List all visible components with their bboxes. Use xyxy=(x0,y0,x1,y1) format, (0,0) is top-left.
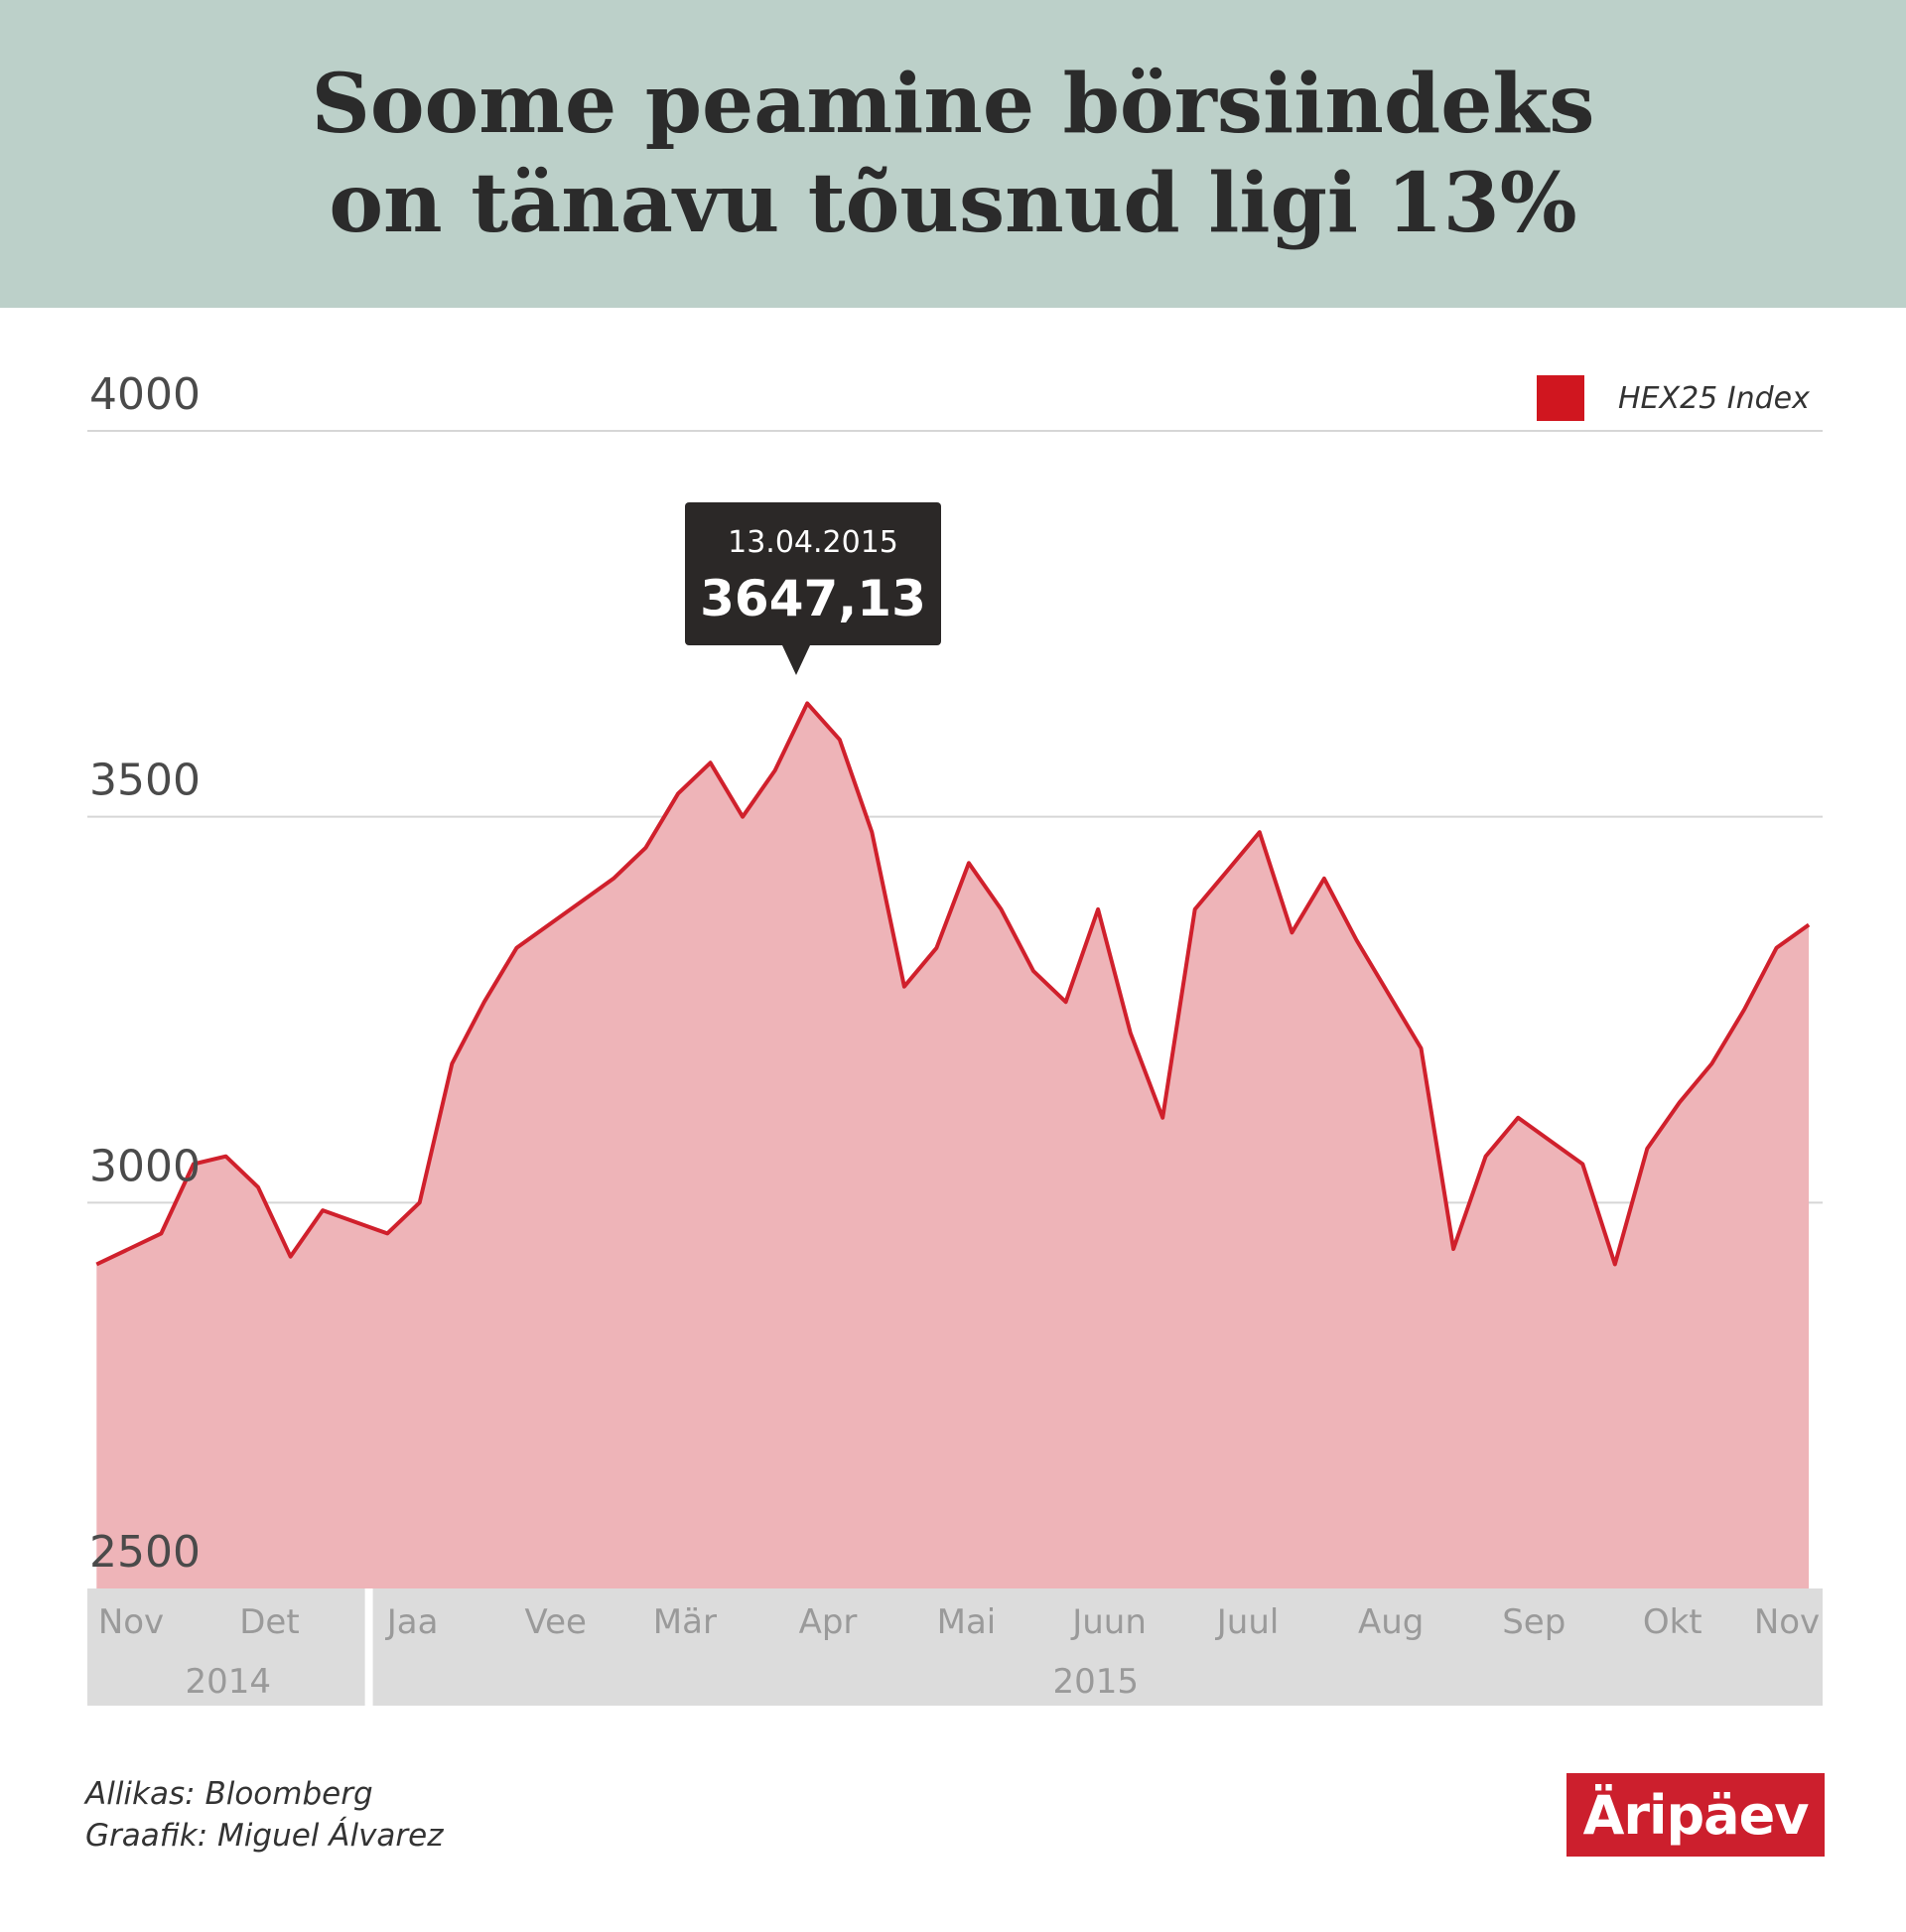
graphic-credit: Graafik: Miguel Álvarez xyxy=(85,1818,444,1854)
x-tick-label: Aug xyxy=(1358,1602,1424,1642)
title-banner: Soome peamine börsiindeks on tänavu tõus… xyxy=(0,0,1906,308)
x-axis: Nov Det Jaa Vee Mär Apr Mai Juun Juul Aug Sep Okt No… xyxy=(87,1588,1824,1706)
brand-logo: Äripäev xyxy=(1566,1773,1825,1857)
x-tick-label: Sep xyxy=(1502,1602,1566,1642)
x-tick-label: Nov xyxy=(98,1602,164,1642)
tooltip: 13.04.2015 3647,13 xyxy=(685,502,941,675)
legend-label: HEX25 Index xyxy=(1618,381,1810,416)
tooltip-box xyxy=(685,502,941,645)
x-tick-label: Vee xyxy=(524,1602,586,1642)
legend: HEX25 Index xyxy=(1537,375,1810,421)
y-tick-label: 3500 xyxy=(89,756,201,806)
chart-area: 4000 3500 3000 2500 Nov Det Jaa Vee Mär Apr Mai Ju… xyxy=(87,369,1824,1706)
chart-title-line-2: on tänavu tõusnud ligi 13% xyxy=(329,156,1577,251)
chart-title-line-1: Soome peamine börsiindeks xyxy=(311,57,1595,152)
source-credit: Allikas: Bloomberg xyxy=(85,1776,373,1812)
year-band-2015 xyxy=(372,1588,1824,1706)
x-tick-label: Det xyxy=(239,1602,299,1642)
x-tick-label: Mai xyxy=(937,1602,997,1642)
x-year-label: 2014 xyxy=(186,1662,272,1702)
x-tick-label: Mär xyxy=(653,1602,717,1642)
legend-swatch xyxy=(1537,375,1584,421)
y-tick-label: 4000 xyxy=(89,369,201,420)
x-tick-label: Jaa xyxy=(385,1602,439,1642)
y-tick-label: 3000 xyxy=(89,1141,201,1191)
x-tick-label: Nov xyxy=(1754,1602,1820,1642)
series-line xyxy=(95,701,1811,1267)
area-fill xyxy=(96,703,1810,1588)
y-tick-label: 2500 xyxy=(89,1527,201,1578)
y-axis-labels: 4000 3500 3000 2500 xyxy=(89,369,201,1578)
year-band-2014 xyxy=(87,1588,365,1706)
tooltip-pointer xyxy=(782,645,810,675)
credits: Allikas: Bloomberg Graafik: Miguel Álvar… xyxy=(85,1773,444,1857)
x-year-label: 2015 xyxy=(1053,1662,1140,1702)
x-tick-label: Okt xyxy=(1643,1602,1702,1642)
x-tick-label: Apr xyxy=(799,1602,858,1642)
tooltip-value: 3647,13 xyxy=(700,570,926,627)
x-tick-label: Juun xyxy=(1070,1602,1147,1642)
x-tick-label: Juul xyxy=(1215,1602,1280,1642)
tooltip-date: 13.04.2015 xyxy=(728,525,898,560)
